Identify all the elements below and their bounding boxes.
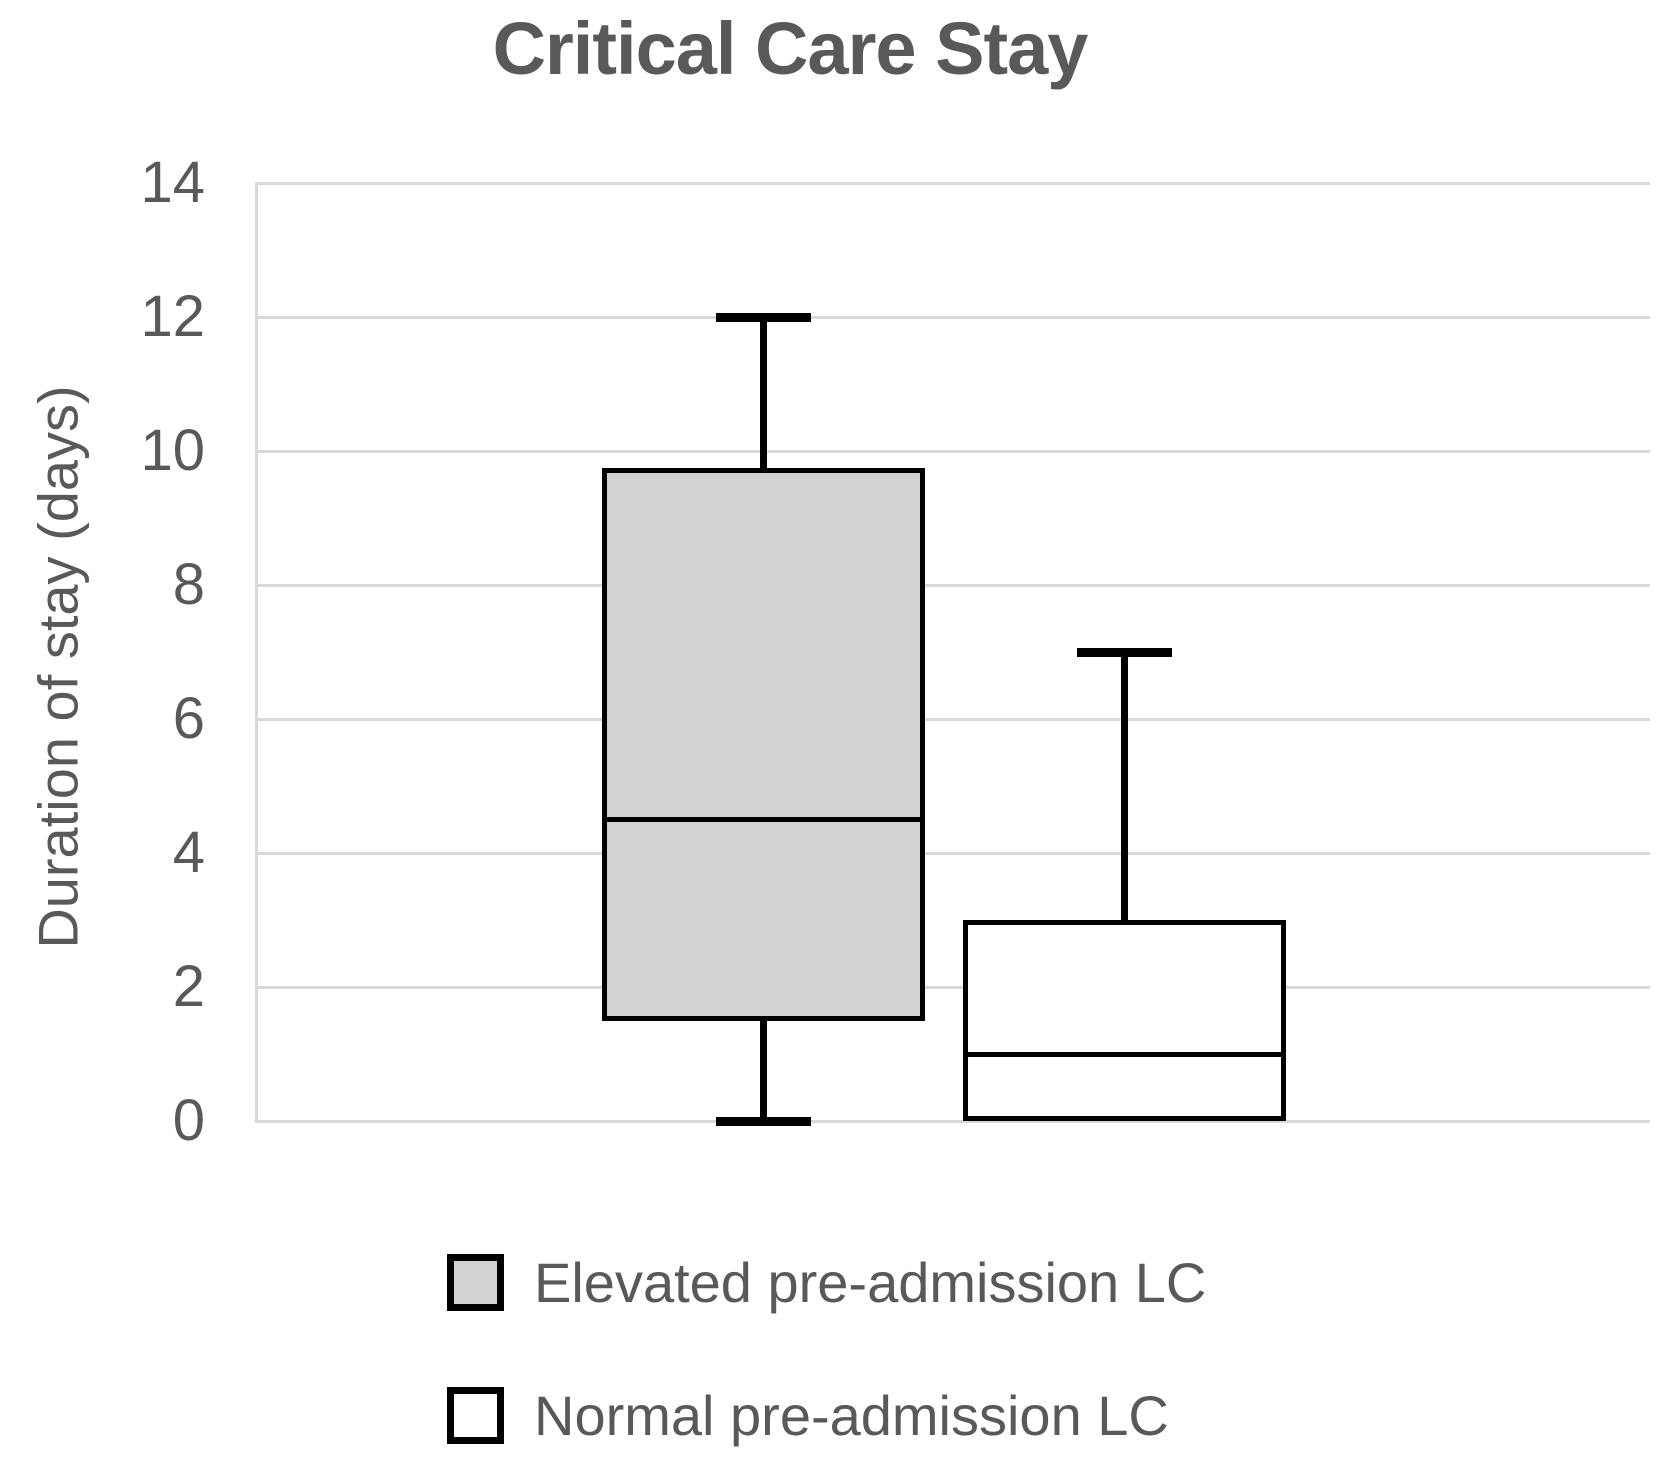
plot-area bbox=[255, 181, 1650, 1126]
y-tick-label-14: 14 bbox=[140, 150, 205, 215]
whisker-lower-cap-elevated bbox=[715, 1116, 811, 1126]
median-line-normal bbox=[963, 1051, 1286, 1057]
legend-swatch-normal bbox=[447, 1387, 504, 1444]
gridline-y8 bbox=[255, 583, 1650, 587]
gridline-y12 bbox=[255, 315, 1650, 319]
y-tick-label-0: 0 bbox=[172, 1088, 205, 1153]
gridline-y10 bbox=[255, 449, 1650, 453]
gridline-y6 bbox=[255, 717, 1650, 721]
median-line-elevated bbox=[602, 817, 925, 822]
y-tick-label-12: 12 bbox=[140, 284, 205, 349]
legend: Elevated pre-admission LC Normal pre-adm… bbox=[447, 1254, 1206, 1444]
legend-item-elevated: Elevated pre-admission LC bbox=[447, 1254, 1206, 1311]
box-elevated bbox=[602, 467, 925, 1021]
gridline-y4 bbox=[255, 851, 1650, 855]
whisker-upper-cap-elevated bbox=[715, 312, 811, 322]
chart-title: Critical Care Stay bbox=[492, 7, 1089, 90]
y-tick-label-10: 10 bbox=[140, 418, 205, 483]
gridline-y2 bbox=[255, 985, 1650, 989]
gridline-y0 bbox=[255, 1119, 1650, 1123]
y-tick-label-2: 2 bbox=[172, 954, 205, 1019]
y-tick-label-6: 6 bbox=[172, 686, 205, 751]
legend-label-normal: Normal pre-admission LC bbox=[534, 1384, 1169, 1447]
whisker-lower-stem-elevated bbox=[759, 1020, 767, 1121]
legend-swatch-elevated bbox=[447, 1254, 504, 1311]
legend-item-normal: Normal pre-admission LC bbox=[447, 1387, 1206, 1444]
y-axis-tick-labels: 0 2 4 6 8 10 12 14 bbox=[0, 152, 205, 1152]
y-axis-line bbox=[255, 183, 258, 1121]
whisker-upper-cap-normal bbox=[1077, 647, 1172, 657]
box-normal bbox=[963, 920, 1286, 1121]
whisker-upper-stem-elevated bbox=[759, 317, 767, 468]
whisker-upper-stem-normal bbox=[1121, 652, 1128, 920]
y-tick-label-8: 8 bbox=[172, 552, 205, 617]
y-tick-label-4: 4 bbox=[172, 820, 205, 885]
gridline-y14 bbox=[255, 181, 1650, 185]
legend-label-elevated: Elevated pre-admission LC bbox=[534, 1251, 1207, 1314]
